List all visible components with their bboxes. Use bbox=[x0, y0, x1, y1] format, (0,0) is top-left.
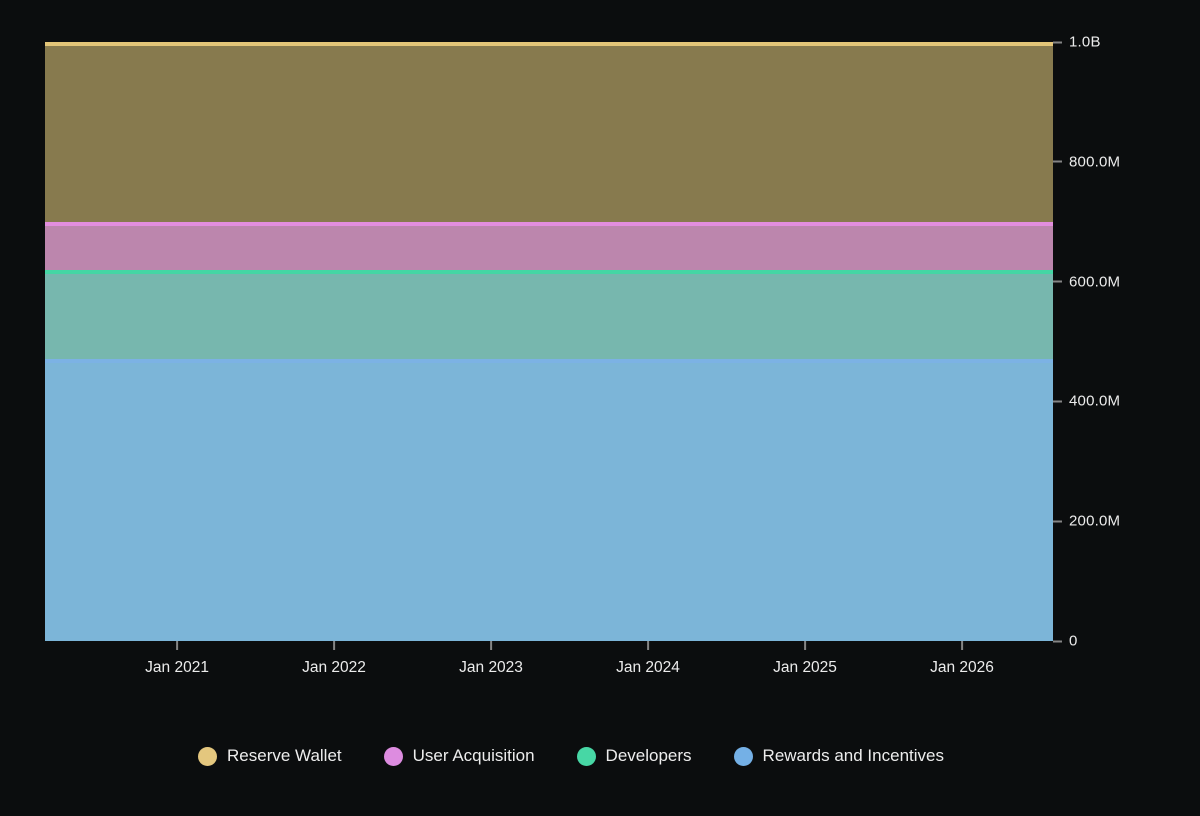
y-tick-label: 400.0M bbox=[1069, 392, 1121, 410]
y-axis: 1.0B 800.0M 600.0M 400.0M 200.0M 0 bbox=[1053, 34, 1193, 650]
x-tick-mark bbox=[960, 641, 963, 650]
x-tick-label: Jan 2025 bbox=[773, 659, 837, 676]
x-tick: Jan 2024 bbox=[616, 641, 680, 677]
legend-swatch-icon bbox=[198, 746, 218, 766]
y-tick-label: 1.0B bbox=[1069, 33, 1101, 51]
x-tick: Jan 2023 bbox=[459, 641, 523, 677]
legend-label: User Acquisition bbox=[412, 746, 535, 765]
x-tick-label: Jan 2022 bbox=[302, 659, 366, 676]
plot-area bbox=[45, 42, 1053, 641]
x-tick: Jan 2026 bbox=[930, 641, 994, 677]
x-tick-label: Jan 2021 bbox=[145, 659, 209, 676]
y-tick-mark bbox=[1053, 640, 1062, 642]
x-tick-mark bbox=[804, 641, 807, 650]
y-tick: 200.0M bbox=[1053, 513, 1120, 530]
y-tick: 800.0M bbox=[1053, 153, 1120, 170]
legend-swatch-icon bbox=[576, 746, 596, 766]
x-tick: Jan 2022 bbox=[302, 641, 366, 677]
y-tick: 0 bbox=[1053, 633, 1078, 650]
y-tick: 600.0M bbox=[1053, 273, 1120, 290]
y-tick-label: 600.0M bbox=[1069, 273, 1121, 291]
area-developers[interactable] bbox=[45, 269, 1053, 360]
legend: Reserve Wallet User Acquisition Developers… bbox=[0, 737, 1142, 775]
x-tick: Jan 2021 bbox=[145, 641, 209, 677]
x-tick-mark bbox=[646, 641, 649, 650]
y-tick-label: 800.0M bbox=[1069, 153, 1121, 171]
y-tick-mark bbox=[1053, 520, 1062, 523]
y-tick-mark bbox=[1053, 400, 1062, 403]
area-user-acquisition[interactable] bbox=[45, 221, 1053, 270]
x-tick-label: Jan 2023 bbox=[459, 659, 523, 676]
legend-item-developers[interactable]: Developers bbox=[576, 746, 692, 766]
y-tick: 1.0B bbox=[1053, 34, 1101, 51]
area-rewards-and-incentives[interactable] bbox=[45, 359, 1053, 641]
legend-item-user-acquisition[interactable]: User Acquisition bbox=[383, 746, 535, 766]
y-tick-label: 200.0M bbox=[1069, 512, 1121, 530]
x-tick-mark bbox=[332, 641, 335, 650]
x-tick-label: Jan 2024 bbox=[616, 659, 680, 676]
legend-item-reserve-wallet[interactable]: Reserve Wallet bbox=[198, 746, 342, 766]
x-tick-mark bbox=[490, 641, 493, 650]
legend-label: Reserve Wallet bbox=[227, 746, 342, 765]
legend-swatch-icon bbox=[383, 746, 403, 766]
area-reserve-wallet[interactable] bbox=[45, 42, 1053, 222]
legend-item-rewards-and-incentives[interactable]: Rewards and Incentives bbox=[733, 746, 944, 766]
x-tick-label: Jan 2026 bbox=[930, 659, 994, 676]
y-tick-mark bbox=[1053, 280, 1062, 283]
legend-swatch-icon bbox=[733, 746, 753, 766]
y-tick: 400.0M bbox=[1053, 393, 1120, 410]
y-tick-mark bbox=[1053, 41, 1062, 43]
legend-label: Developers bbox=[605, 746, 692, 765]
y-tick-mark bbox=[1053, 160, 1062, 163]
x-axis: Jan 2021 Jan 2022 Jan 2023 Jan 2024 Jan 2025… bbox=[45, 641, 1053, 691]
legend-label: Rewards and Incentives bbox=[762, 746, 944, 765]
x-tick: Jan 2025 bbox=[773, 641, 837, 677]
y-tick-label: 0 bbox=[1069, 632, 1078, 650]
x-tick-mark bbox=[176, 641, 179, 650]
